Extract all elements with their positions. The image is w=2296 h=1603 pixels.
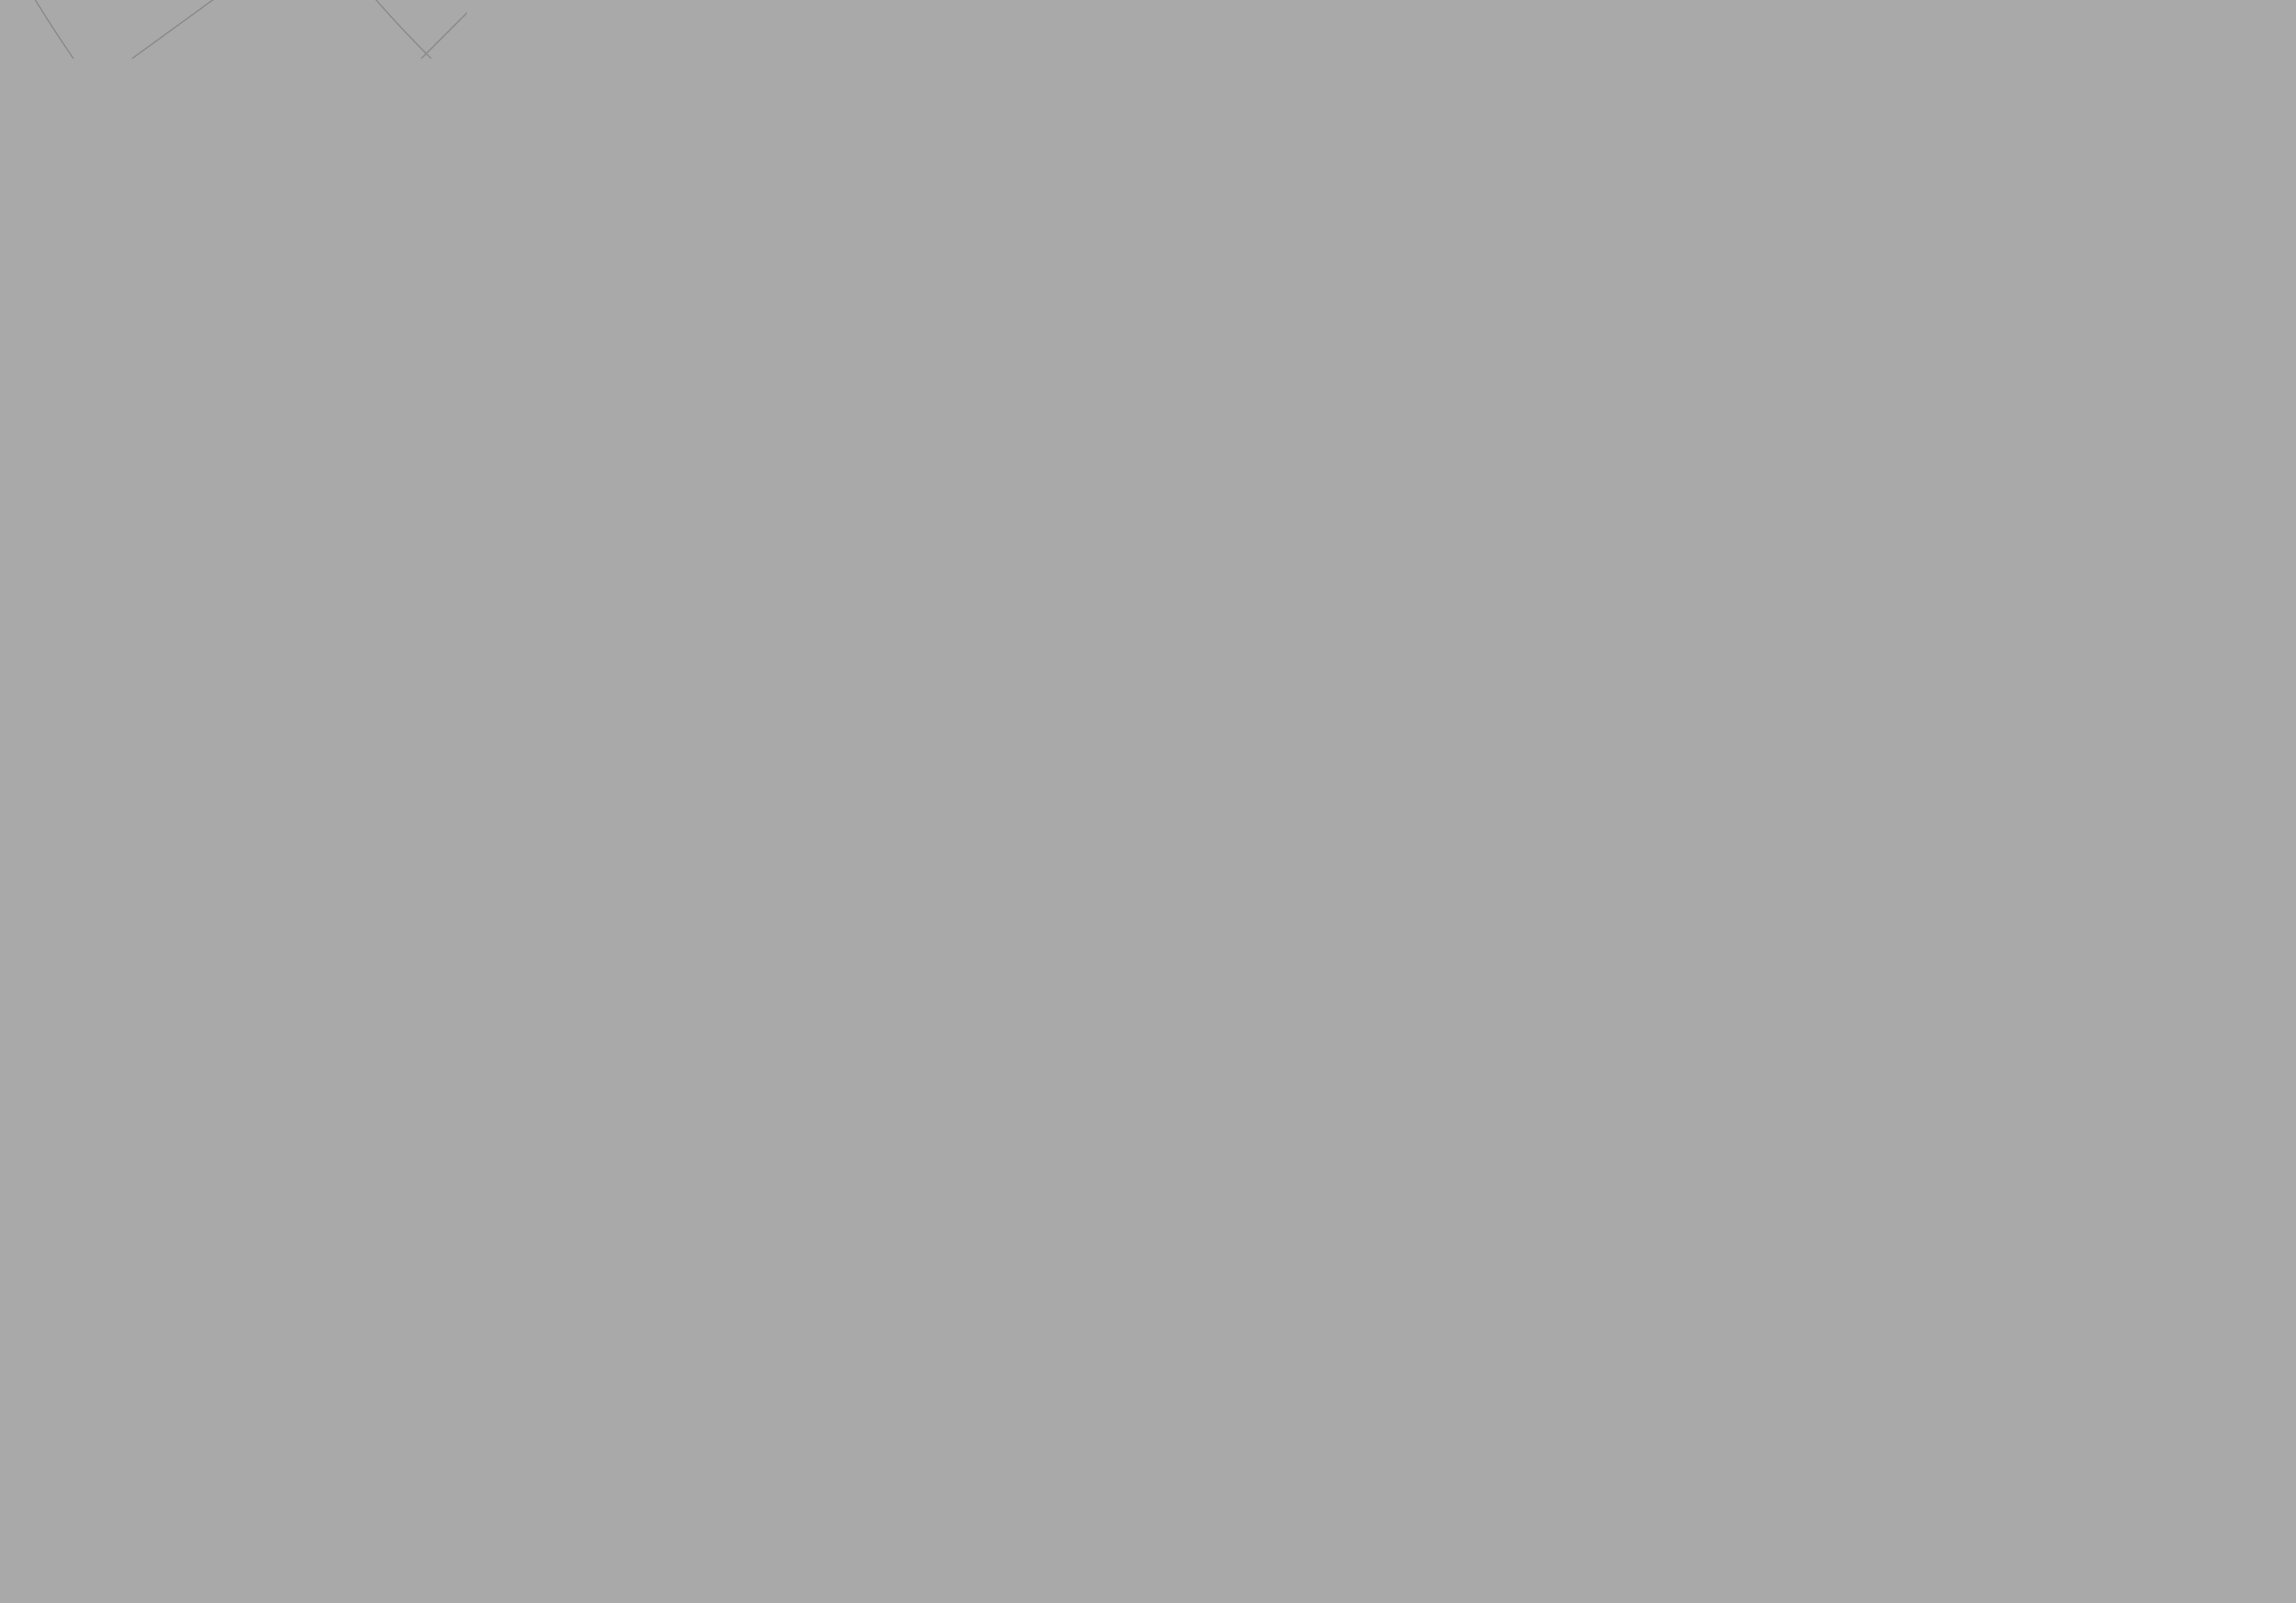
trinidad-island — [1794, 1385, 1806, 1398]
anomaly-map-canvas — [0, 0, 2296, 1603]
jamaica-island — [1407, 1276, 1445, 1291]
great-bear-lake — [923, 292, 987, 333]
puerto-rico-island — [1652, 1282, 1677, 1294]
great-slave-lake — [937, 420, 1010, 452]
